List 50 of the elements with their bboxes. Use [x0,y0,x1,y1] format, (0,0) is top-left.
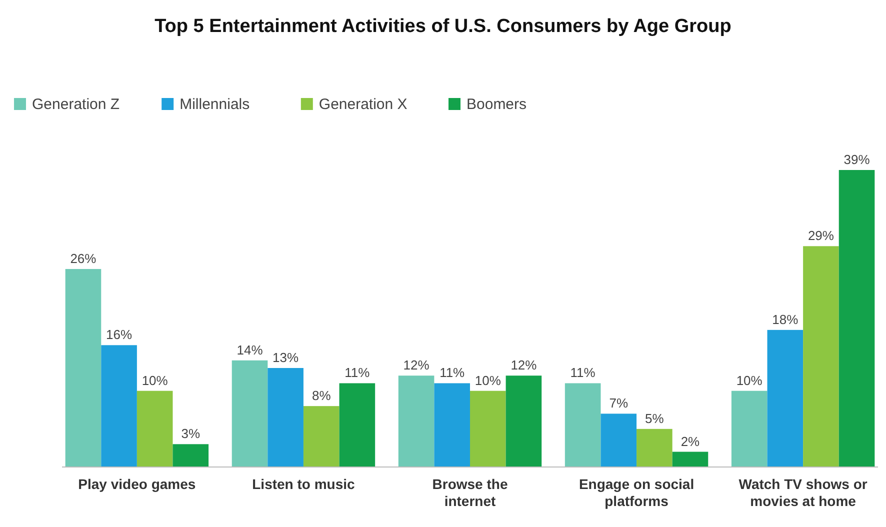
data-label: 39% [844,152,870,167]
data-label: 12% [510,358,538,373]
legend-label: Millennials [180,96,250,113]
data-label: 11% [570,365,596,380]
bar [803,246,839,467]
bar [232,360,268,467]
data-label: 11% [440,365,466,380]
data-label: 10% [474,372,502,388]
bar [339,383,376,467]
legend-label: Generation X [318,96,408,113]
legend-label: Generation Z [32,96,120,113]
bar [600,414,637,467]
bar [564,383,601,467]
bar [65,269,102,467]
x-tick-label: Listen to music [252,476,356,492]
bar [136,390,173,467]
data-label: 13% [272,350,300,365]
data-label: 11% [344,365,370,380]
bar [398,376,434,467]
x-tick-label: Watch TV shows or movies at home [738,476,868,509]
bar [767,330,804,467]
bar [506,376,542,467]
x-tick-label: Engage on social platforms [578,476,694,509]
x-tick-label: Browse the internet [432,476,508,509]
bar [470,390,506,467]
chart-title: Top 5 Entertainment Activities of U.S. Consumers by Age Group [154,16,732,37]
bar [434,383,470,467]
data-label: 16% [106,327,132,342]
data-label: 2% [680,434,700,449]
bar [268,368,304,467]
data-label: 3% [181,426,200,442]
data-label: 26% [70,251,97,266]
data-label: 8% [312,388,332,404]
bar [172,444,209,467]
data-label: 7% [609,396,628,411]
bar [303,406,340,467]
data-label: 14% [236,342,264,358]
legend-label: Boomers [466,96,527,113]
data-label: 10% [736,372,763,388]
x-tick-label: Play video games [78,476,196,492]
bar [101,345,137,467]
data-label: 18% [772,312,799,327]
data-label: 5% [645,410,664,426]
bar [636,428,672,467]
bar [838,170,875,467]
bar [731,390,768,467]
data-label: 29% [808,228,834,244]
data-label: 12% [403,358,430,373]
data-label: 10% [142,372,168,388]
bar [672,452,708,467]
